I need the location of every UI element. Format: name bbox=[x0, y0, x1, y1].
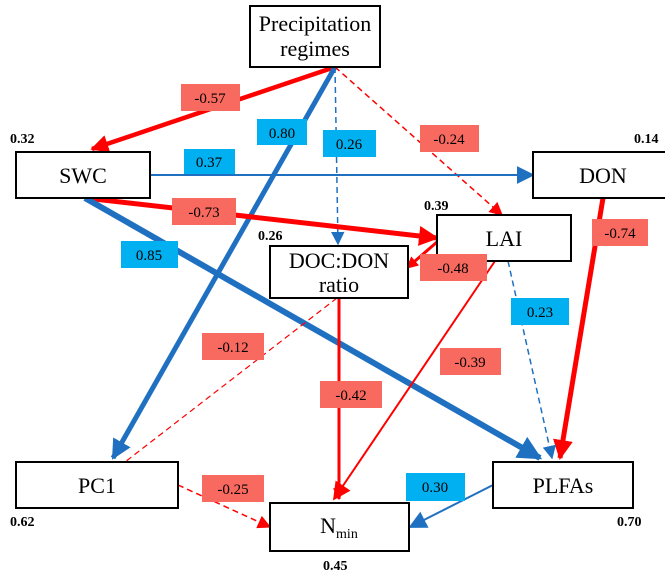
node-precipitation-regimes: Precipitation regimes bbox=[249, 5, 381, 68]
path-plfas-nmin bbox=[408, 484, 494, 528]
node-plfas-label: PLFAs bbox=[533, 473, 594, 498]
svg-text:-0.73: -0.73 bbox=[188, 205, 219, 221]
node-swc-r2: 0.32 bbox=[10, 132, 35, 147]
coefficient-labels: -0.57 0.80 0.26 -0.24 0.37 -0.73 0.85 - bbox=[121, 84, 648, 502]
coef-swc-lai: -0.73 bbox=[172, 198, 236, 225]
path-doc-pc1 bbox=[124, 297, 338, 463]
svg-text:0.37: 0.37 bbox=[196, 155, 223, 171]
svg-text:-0.74: -0.74 bbox=[604, 226, 636, 242]
coef-precip-doc: 0.26 bbox=[323, 130, 376, 157]
node-pc1: PC1 0.62 bbox=[10, 461, 179, 530]
svg-text:0.30: 0.30 bbox=[422, 480, 448, 496]
svg-text:-0.57: -0.57 bbox=[194, 91, 226, 107]
nodes: Precipitation regimes SWC 0.32 DON 0.14 … bbox=[10, 5, 665, 574]
coef-plfas-nmin: 0.30 bbox=[406, 473, 465, 501]
svg-text:-0.24: -0.24 bbox=[433, 132, 465, 148]
path-lai-nmin bbox=[332, 260, 496, 501]
coef-precip-swc: -0.57 bbox=[181, 84, 240, 111]
node-docdon-line1: DOC:DON bbox=[289, 248, 389, 273]
svg-text:-0.12: -0.12 bbox=[217, 340, 248, 356]
coef-precip-pc1: 0.80 bbox=[257, 119, 307, 145]
coef-swc-don: 0.37 bbox=[184, 149, 235, 174]
path-precip-lai bbox=[334, 66, 504, 216]
node-docdon-line2: ratio bbox=[319, 272, 359, 297]
svg-text:0.23: 0.23 bbox=[527, 305, 553, 321]
node-plfas-r2: 0.70 bbox=[617, 515, 642, 530]
node-lai-label: LAI bbox=[486, 226, 523, 251]
node-nmin-r2: 0.45 bbox=[323, 559, 348, 574]
svg-text:-0.39: -0.39 bbox=[454, 355, 485, 371]
svg-text:-0.25: -0.25 bbox=[217, 482, 248, 498]
node-swc-label: SWC bbox=[59, 163, 107, 188]
node-nmin-sub: min bbox=[336, 527, 358, 542]
node-don-r2: 0.14 bbox=[634, 132, 659, 147]
node-pc1-r2: 0.62 bbox=[10, 515, 35, 530]
node-pc1-label: PC1 bbox=[78, 473, 116, 498]
coef-lai-plfas: 0.23 bbox=[511, 298, 569, 325]
node-doc-don-ratio: DOC:DON ratio 0.26 bbox=[258, 229, 409, 299]
node-swc: SWC 0.32 bbox=[10, 132, 151, 199]
coef-pc1-nmin: -0.25 bbox=[202, 475, 264, 502]
coef-precip-lai: -0.24 bbox=[420, 125, 479, 152]
coef-doc-pc1: -0.12 bbox=[202, 333, 264, 360]
node-plfas: PLFAs 0.70 bbox=[492, 461, 642, 530]
svg-text:0.80: 0.80 bbox=[269, 126, 295, 142]
node-lai-r2: 0.39 bbox=[424, 199, 449, 214]
svg-text:-0.48: -0.48 bbox=[437, 261, 468, 277]
svg-text:0.85: 0.85 bbox=[136, 248, 162, 264]
svg-text:0.26: 0.26 bbox=[336, 137, 363, 153]
coef-lai-doc: -0.48 bbox=[420, 254, 487, 281]
node-docdon-r2: 0.26 bbox=[258, 229, 283, 244]
path-swc-lai bbox=[84, 195, 439, 246]
svg-text:-0.42: -0.42 bbox=[335, 388, 366, 404]
path-pc1-nmin bbox=[177, 484, 272, 529]
node-precip-line1: Precipitation bbox=[259, 11, 371, 36]
node-nmin-main: N bbox=[320, 513, 336, 538]
node-nmin-label: Nmin bbox=[320, 513, 358, 542]
node-nmin: Nmin 0.45 bbox=[269, 502, 410, 574]
coef-lai-nmin: -0.39 bbox=[440, 348, 501, 375]
node-lai: LAI 0.39 bbox=[424, 199, 572, 262]
coef-doc-nmin: -0.42 bbox=[320, 381, 382, 408]
path-lai-plfas bbox=[507, 260, 556, 460]
node-don: DON 0.14 bbox=[532, 132, 665, 199]
coef-swc-plfas: 0.85 bbox=[121, 241, 178, 268]
node-don-label: DON bbox=[579, 163, 627, 188]
node-precip-line2: regimes bbox=[280, 36, 350, 61]
coef-don-plfas: -0.74 bbox=[592, 219, 648, 246]
